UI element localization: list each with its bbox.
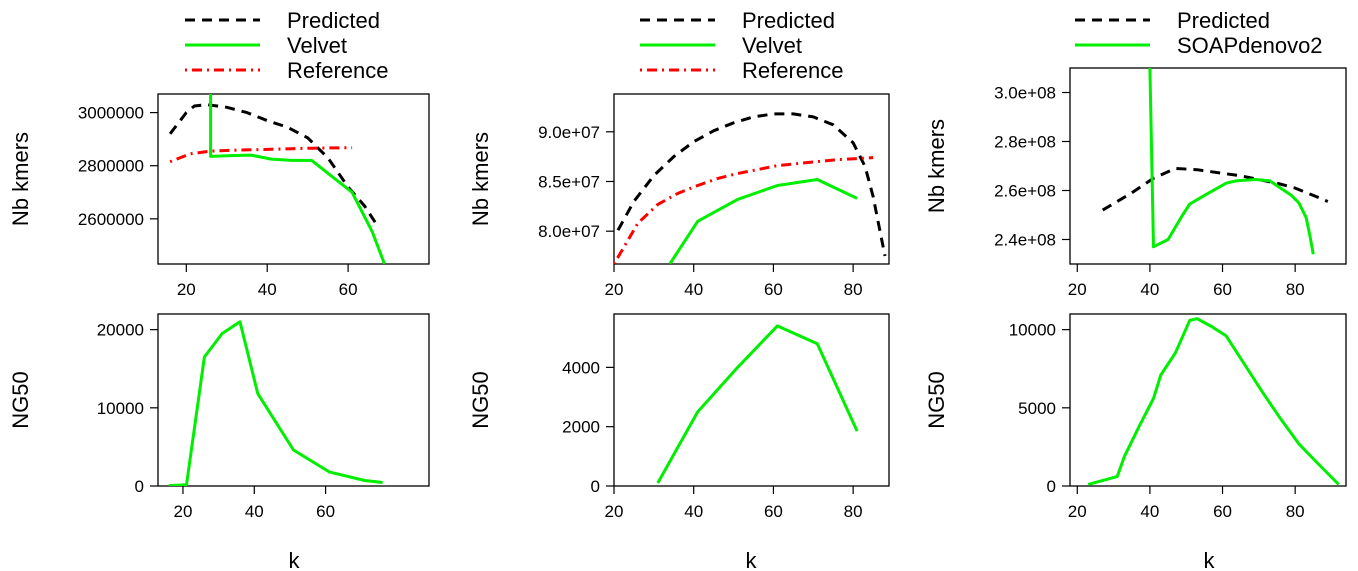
x-tick-label: 20 — [173, 502, 192, 521]
legend-label: Predicted — [1177, 8, 1270, 33]
chart-panel: 20 40 60 80 0 5000 10000 NG50 — [924, 313, 1347, 521]
y-tick-label: 0 — [135, 477, 144, 496]
legend-label: Reference — [287, 58, 389, 83]
plot-frame — [1069, 313, 1347, 487]
y-tick-label: 2600000 — [78, 210, 144, 229]
series-line-reference — [169, 146, 353, 164]
series-group — [168, 320, 383, 486]
x-axis-label-k: k — [289, 548, 301, 571]
chart-panel: 20 40 60 2600000 2800000 3000000 Nb kmers — [8, 93, 430, 299]
y-tick-label: 0 — [591, 477, 600, 496]
x-tick-label: 40 — [1140, 502, 1159, 521]
series-group — [614, 112, 887, 264]
chart-panel: 20 40 60 80 8.0e+07 8.5e+07 9.0e+07 Nb kmers — [468, 93, 890, 299]
x-tick-label: 40 — [258, 280, 277, 299]
y-axis-label: Nb kmers — [924, 119, 949, 213]
x-tick-label: 40 — [684, 280, 703, 299]
x-tick-label: 80 — [1286, 280, 1305, 299]
plot-frame — [157, 313, 430, 487]
chart-panel: 20 40 60 0 10000 20000 NG50 — [8, 313, 430, 521]
x-tick-label: 40 — [684, 502, 703, 521]
y-tick-label: 2.8e+08 — [994, 133, 1056, 152]
x-tick-label: 60 — [764, 502, 783, 521]
y-tick-label: 10000 — [97, 399, 144, 418]
y-tick-label: 0 — [1047, 477, 1056, 496]
x-tick-label: 20 — [1068, 280, 1087, 299]
y-tick-label: 3.0e+08 — [994, 84, 1056, 103]
y-tick-label: 3000000 — [78, 104, 144, 123]
legend-label: Reference — [742, 58, 844, 83]
series-line-velvet — [209, 94, 386, 264]
y-tick-label: 10000 — [1009, 321, 1056, 340]
x-tick-label: 20 — [605, 502, 624, 521]
y-tick-label: 2800000 — [78, 157, 144, 176]
y-tick-label: 4000 — [562, 358, 600, 377]
y-tick-label: 20000 — [97, 321, 144, 340]
y-tick-label: 2.6e+08 — [994, 182, 1056, 201]
series-line-soapdenovo2 — [1148, 68, 1315, 255]
series-line-velvet — [168, 320, 383, 486]
legend-label: SOAPdenovo2 — [1177, 33, 1323, 58]
y-axis-label: NG50 — [8, 371, 33, 428]
x-tick-label: 60 — [1213, 280, 1232, 299]
x-tick-label: 60 — [764, 280, 783, 299]
series-line-velvet — [656, 324, 859, 484]
x-tick-label: 80 — [844, 280, 863, 299]
y-tick-label: 2000 — [562, 418, 600, 437]
x-tick-label: 20 — [177, 280, 196, 299]
legends: PredictedVelvetReferencePredictedVelvetR… — [185, 8, 1323, 83]
plot-frame — [1069, 67, 1347, 265]
y-axis-label: NG50 — [924, 371, 949, 428]
legend-label: Predicted — [287, 8, 380, 33]
series-group — [1087, 317, 1340, 486]
x-tick-label: 60 — [339, 280, 358, 299]
x-tick-label: 80 — [844, 502, 863, 521]
y-tick-label: 8.0e+07 — [538, 222, 600, 241]
plot-frame — [157, 93, 430, 265]
chart-panel: 20 40 60 80 2.4e+08 2.6e+08 2.8e+08 3.0e+08 Nb k… — [924, 67, 1347, 299]
x-tick-label: 40 — [1140, 280, 1159, 299]
plot-frame — [613, 93, 890, 265]
x-axis-label-k: k — [1204, 548, 1216, 571]
x-tick-label: 20 — [1068, 502, 1087, 521]
y-tick-label: 8.5e+07 — [538, 172, 600, 191]
series-line-reference — [614, 156, 874, 264]
series-group — [656, 324, 859, 484]
series-line-predicted — [168, 103, 378, 226]
y-tick-label: 2.4e+08 — [994, 231, 1056, 250]
x-axis-label-k: k — [746, 548, 758, 571]
y-tick-label: 9.0e+07 — [538, 123, 600, 142]
chart-panel: 20 40 60 80 0 2000 4000 NG50 — [468, 313, 890, 521]
x-tick-label: 80 — [1286, 502, 1305, 521]
y-axis-label: NG50 — [468, 371, 493, 428]
panels: 20 40 60 2600000 2800000 3000000 Nb kmers 20 40 6… — [8, 67, 1347, 521]
x-tick-label: 60 — [1213, 502, 1232, 521]
x-tick-label: 60 — [316, 502, 335, 521]
y-axis-label: Nb kmers — [8, 132, 33, 226]
series-line-predicted — [1101, 166, 1329, 212]
plot-frame — [613, 313, 890, 487]
series-line-velvet — [668, 178, 858, 264]
series-line-soapdenovo2 — [1087, 317, 1340, 486]
y-axis-label: Nb kmers — [468, 132, 493, 226]
x-tick-label: 40 — [245, 502, 264, 521]
y-tick-label: 5000 — [1018, 399, 1056, 418]
legend-label: Velvet — [742, 33, 802, 58]
series-group — [168, 94, 386, 264]
legend-label: Predicted — [742, 8, 835, 33]
series-line-predicted — [616, 112, 887, 257]
x-tick-label: 20 — [605, 280, 624, 299]
x-axis-labels: k k k — [289, 548, 1216, 571]
series-group — [1101, 68, 1329, 255]
legend-label: Velvet — [287, 33, 347, 58]
